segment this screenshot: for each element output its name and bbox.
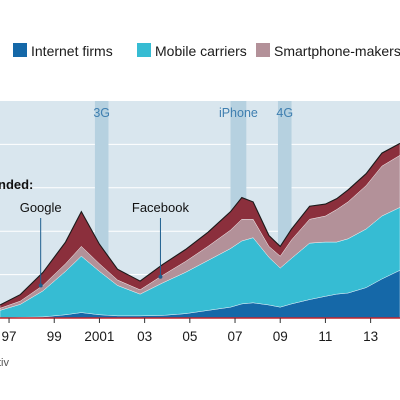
event-dot-facebook bbox=[158, 274, 163, 279]
event-label-google: Google bbox=[20, 200, 62, 215]
x-tick-label-09: 09 bbox=[273, 329, 288, 344]
legend-swatch-internet-firms bbox=[13, 43, 27, 57]
x-tick-label-13: 13 bbox=[363, 329, 378, 344]
x-tick-label-99: 99 bbox=[47, 329, 62, 344]
area-series bbox=[0, 142, 400, 319]
source-note: tiv bbox=[0, 357, 10, 369]
x-tick-label-11: 11 bbox=[318, 329, 332, 344]
legend: Internet firms Mobile carriers Smartphon… bbox=[13, 43, 400, 59]
legend-swatch-mobile-carriers bbox=[137, 43, 151, 57]
legend-label-smartphone-makers: Smartphone-makers bbox=[274, 43, 400, 59]
founded-heading: nded: bbox=[0, 177, 33, 192]
x-tick-label-05: 05 bbox=[182, 329, 197, 344]
band-label-4g: 4G bbox=[276, 106, 293, 120]
total-outline bbox=[0, 142, 400, 306]
legend-label-mobile-carriers: Mobile carriers bbox=[155, 43, 247, 59]
event-label-facebook: Facebook bbox=[132, 200, 190, 215]
x-tick-label-97: 97 bbox=[2, 329, 17, 344]
event-dot-google bbox=[38, 283, 43, 288]
band-label-3g: 3G bbox=[93, 106, 110, 120]
legend-label-internet-firms: Internet firms bbox=[31, 43, 113, 59]
x-axis-ticks: 97 99 2001 03 05 07 09 11 13 bbox=[2, 318, 378, 344]
band-label-iphone: iPhone bbox=[219, 106, 258, 120]
x-tick-label-2001: 2001 bbox=[84, 329, 114, 344]
event-markers: Google Facebook bbox=[20, 200, 190, 288]
legend-swatch-smartphone-makers bbox=[256, 43, 270, 57]
x-tick-label-07: 07 bbox=[228, 329, 243, 344]
x-tick-label-03: 03 bbox=[137, 329, 152, 344]
